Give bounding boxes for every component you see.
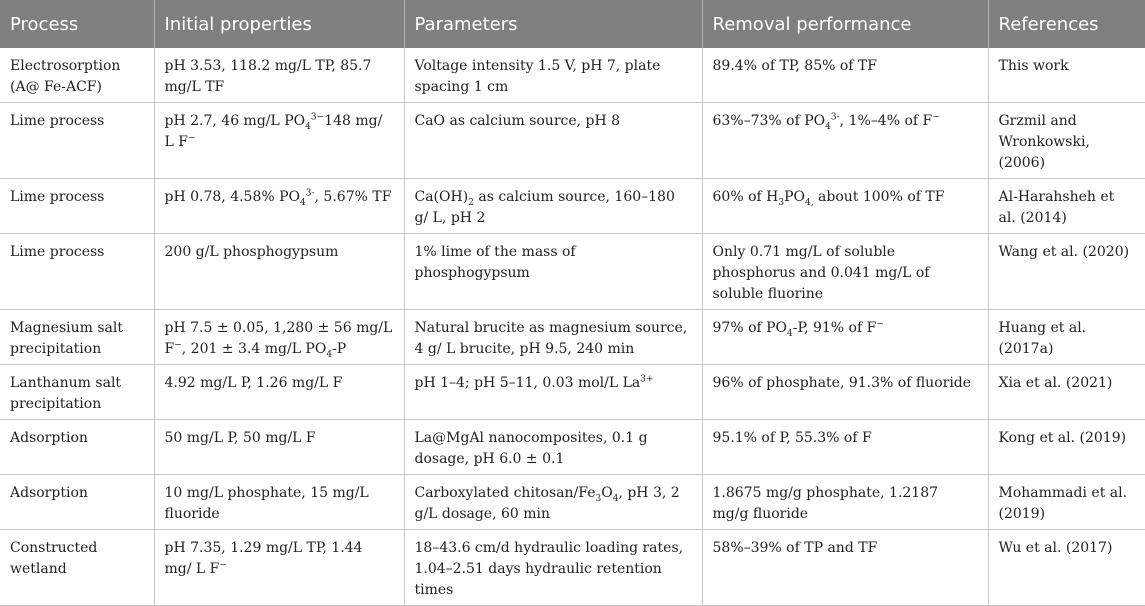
cell-process: Magnesium salt precipitation [0, 309, 154, 365]
header-references: References [987, 0, 1145, 48]
cell-parameters: Natural brucite as magnesium source, 4 g… [403, 309, 702, 365]
cell-initial-properties: 200 g/L phosphogypsum [153, 233, 404, 310]
cell-removal-performance: 63%–73% of PO43-, 1%–4% of F− [701, 102, 988, 179]
cell-parameters: Ca(OH)2 as calcium source, 160–180 g/ L,… [403, 178, 702, 234]
table-row: Electrosorption (A@ Fe-ACF) pH 3.53, 118.… [0, 48, 1145, 103]
cell-process: Lime process [0, 178, 154, 234]
cell-reference: Huang et al. (2017a) [987, 309, 1145, 365]
cell-initial-properties: pH 0.78, 4.58% PO43-, 5.67% TF [153, 178, 404, 234]
cell-process: Adsorption [0, 474, 154, 530]
cell-reference: Kong et al. (2019) [987, 419, 1145, 475]
cell-removal-performance: 95.1% of P, 55.3% of F [701, 419, 988, 475]
cell-reference: Wang et al. (2020) [987, 233, 1145, 310]
cell-process: Lanthanum salt precipitation [0, 364, 154, 420]
table-row: Magnesium salt precipitation pH 7.5 ± 0.0… [0, 309, 1145, 365]
cell-initial-properties: pH 7.35, 1.29 mg/L TP, 1.44 mg/ L F− [153, 529, 404, 606]
cell-reference: Al-Harahsheh et al. (2014) [987, 178, 1145, 234]
cell-reference: Grzmil and Wronkowski, (2006) [987, 102, 1145, 179]
cell-process: Lime process [0, 102, 154, 179]
table-row: Lime process 200 g/L phosphogypsum 1% lime… [0, 233, 1145, 310]
header-process: Process [0, 0, 154, 48]
table-row: Adsorption 50 mg/L P, 50 mg/L F La@MgAl na… [0, 419, 1145, 475]
table-row: Adsorption 10 mg/L phosphate, 15 mg/L flu… [0, 474, 1145, 530]
cell-reference: Wu et al. (2017) [987, 529, 1145, 606]
cell-reference: Mohammadi et al. (2019) [987, 474, 1145, 530]
cell-removal-performance: 1.8675 mg/g phosphate, 1.2187 mg/g fluor… [701, 474, 988, 530]
header-initial-properties: Initial properties [153, 0, 404, 48]
cell-parameters: CaO as calcium source, pH 8 [403, 102, 702, 179]
cell-parameters: pH 1–4; pH 5–11, 0.03 mol/L La3+ [403, 364, 702, 420]
cell-initial-properties: pH 3.53, 118.2 mg/L TP, 85.7 mg/L TF [153, 48, 404, 103]
cell-initial-properties: pH 2.7, 46 mg/L PO43−148 mg/ L F− [153, 102, 404, 179]
header-removal-performance: Removal performance [701, 0, 988, 48]
cell-parameters: Voltage intensity 1.5 V, pH 7, plate spa… [403, 48, 702, 103]
cell-removal-performance: Only 0.71 mg/L of soluble phosphorus and… [701, 233, 988, 310]
table-row: Constructed wetland pH 7.35, 1.29 mg/L TP… [0, 529, 1145, 606]
cell-process: Constructed wetland [0, 529, 154, 606]
cell-parameters: Carboxylated chitosan/Fe3O4, pH 3, 2 g/L… [403, 474, 702, 530]
table-row: Lime process pH 0.78, 4.58% PO43-, 5.67% … [0, 178, 1145, 234]
cell-reference: Xia et al. (2021) [987, 364, 1145, 420]
table-row: Lanthanum salt precipitation 4.92 mg/L P,… [0, 364, 1145, 420]
cell-parameters: La@MgAl nanocomposites, 0.1 g dosage, pH… [403, 419, 702, 475]
cell-removal-performance: 58%–39% of TP and TF [701, 529, 988, 606]
table-row: Lime process pH 2.7, 46 mg/L PO43−148 mg/… [0, 102, 1145, 179]
cell-removal-performance: 96% of phosphate, 91.3% of fluoride [701, 364, 988, 420]
table-body: Electrosorption (A@ Fe-ACF) pH 3.53, 118.… [0, 48, 1145, 606]
cell-parameters: 1% lime of the mass of phosphogypsum [403, 233, 702, 310]
cell-process: Lime process [0, 233, 154, 310]
cell-parameters: 18–43.6 cm/d hydraulic loading rates, 1.… [403, 529, 702, 606]
header-row: Process Initial properties Parameters Re… [0, 0, 1145, 48]
cell-initial-properties: pH 7.5 ± 0.05, 1,280 ± 56 mg/L F−, 201 ±… [153, 309, 404, 365]
cell-initial-properties: 4.92 mg/L P, 1.26 mg/L F [153, 364, 404, 420]
cell-removal-performance: 97% of PO4-P, 91% of F− [701, 309, 988, 365]
cell-initial-properties: 10 mg/L phosphate, 15 mg/L fluoride [153, 474, 404, 530]
cell-removal-performance: 60% of H3PO4, about 100% of TF [701, 178, 988, 234]
cell-process: Electrosorption (A@ Fe-ACF) [0, 48, 154, 103]
header-parameters: Parameters [403, 0, 702, 48]
cell-process: Adsorption [0, 419, 154, 475]
cell-initial-properties: 50 mg/L P, 50 mg/L F [153, 419, 404, 475]
cell-removal-performance: 89.4% of TP, 85% of TF [701, 48, 988, 103]
cell-reference: This work [987, 48, 1145, 103]
